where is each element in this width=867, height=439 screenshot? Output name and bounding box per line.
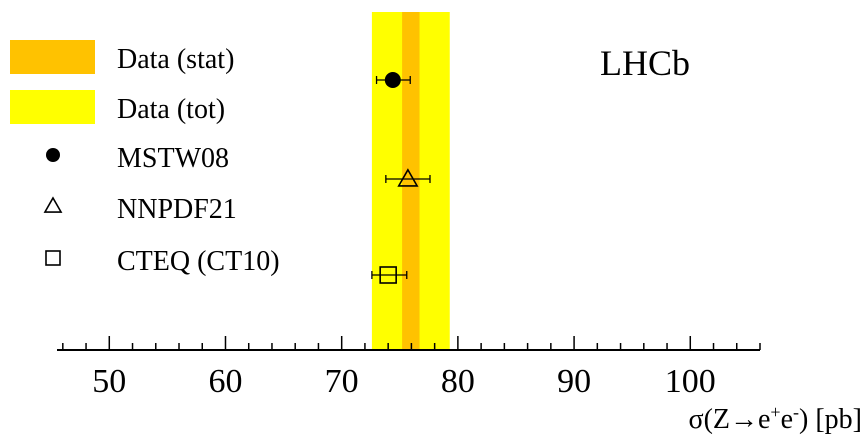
- legend-label: MSTW08: [117, 143, 229, 174]
- marker-filled-circle: [384, 72, 401, 88]
- data-stat-band: [402, 12, 420, 350]
- marker-open-triangle: [397, 168, 419, 187]
- x-tick-label: 60: [208, 363, 242, 400]
- data-bands: [371, 12, 450, 350]
- legend-entry: Data (tot): [10, 90, 225, 125]
- marker-open-square: [379, 266, 397, 284]
- prediction-cteq-ct10: [371, 266, 408, 284]
- legend-label: Data (stat): [117, 44, 234, 75]
- legend-tot-swatch: [10, 90, 95, 124]
- legend-label: NNPDF21: [117, 194, 237, 225]
- chart-title: LHCb: [600, 43, 690, 83]
- x-tick-label: 70: [325, 363, 359, 400]
- legend-entry: Data (stat): [10, 40, 234, 75]
- legend: Data (stat) Data (tot) MSTW08 NNPDF21 CTEQ (…: [10, 40, 280, 277]
- x-axis: 50 60 70 80 90 100: [57, 336, 761, 400]
- legend-label: CTEQ (CT10): [117, 246, 280, 277]
- legend-label: Data (tot): [117, 94, 225, 125]
- x-tick-label: 90: [557, 363, 591, 400]
- legend-marker-filled-circle: [46, 148, 60, 162]
- x-tick-label: 100: [665, 363, 716, 400]
- legend-entry: MSTW08: [46, 143, 229, 174]
- legend-stat-swatch: [10, 40, 95, 74]
- x-tick-label: 80: [441, 363, 475, 400]
- prediction-points: [371, 72, 431, 284]
- legend-marker-open-square: [45, 250, 61, 266]
- legend-marker-open-triangle: [43, 196, 63, 213]
- prediction-mstw08: [375, 72, 411, 88]
- legend-entry: NNPDF21: [43, 194, 237, 225]
- x-tick-label: 50: [92, 363, 126, 400]
- prediction-nnpdf21: [385, 168, 431, 187]
- legend-entry: CTEQ (CT10): [45, 246, 280, 277]
- x-axis-label: σ(Z→e+e-) [pb]: [688, 402, 862, 435]
